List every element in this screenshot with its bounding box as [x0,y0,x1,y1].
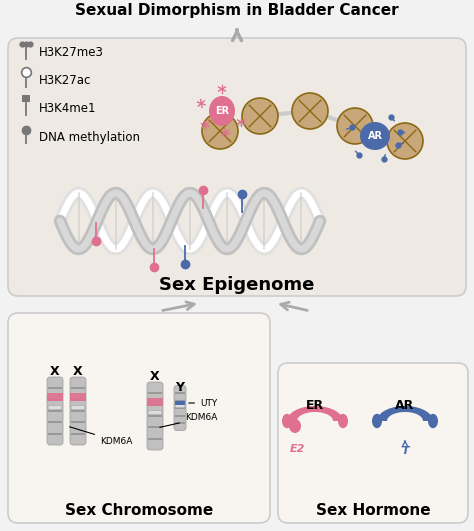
Bar [148,438,162,440]
Text: E2: E2 [289,444,305,454]
Polygon shape [377,406,433,421]
Text: Sex Epigenome: Sex Epigenome [159,276,315,294]
Polygon shape [287,406,343,421]
Text: Sex Hormone: Sex Hormone [316,503,430,518]
Bar [148,404,162,406]
FancyBboxPatch shape [174,386,186,431]
Bar [175,392,185,394]
Bar [71,410,85,412]
Ellipse shape [209,96,235,126]
Bar [175,399,185,401]
Bar [71,433,85,435]
Ellipse shape [372,414,382,428]
Text: T: T [401,446,409,456]
Bar [48,421,62,423]
Bar [148,392,162,395]
Bar [48,410,62,412]
FancyBboxPatch shape [278,363,468,523]
Bar [48,387,62,389]
FancyBboxPatch shape [8,313,270,523]
FancyBboxPatch shape [8,38,466,296]
Bar [148,415,162,417]
Text: X: X [50,365,60,378]
Bar [48,433,62,435]
Bar [147,398,163,406]
Text: Sex Chromosome: Sex Chromosome [65,503,213,518]
Text: H3K27ac: H3K27ac [39,74,91,88]
Circle shape [292,93,328,129]
Bar [71,399,85,401]
Text: DNA methylation: DNA methylation [39,131,140,143]
Bar [175,415,185,416]
Text: H3K4me1: H3K4me1 [39,102,97,116]
FancyBboxPatch shape [148,410,162,415]
Bar [175,422,185,424]
Text: KDM6A: KDM6A [160,414,218,427]
Text: KDM6A: KDM6A [70,427,132,446]
FancyBboxPatch shape [175,404,185,408]
Circle shape [337,108,373,144]
Text: X: X [73,365,83,378]
FancyBboxPatch shape [48,406,62,409]
Ellipse shape [428,414,438,428]
FancyBboxPatch shape [147,382,163,450]
Circle shape [242,98,278,134]
Text: UTY: UTY [189,398,217,407]
Text: Y: Y [175,381,184,394]
Ellipse shape [289,419,301,433]
Bar [71,421,85,423]
Ellipse shape [282,414,292,428]
Text: AR: AR [395,399,415,412]
Bar [70,393,86,401]
Text: H3K27me3: H3K27me3 [39,47,104,59]
Circle shape [387,123,423,159]
Text: ER: ER [215,106,229,116]
Ellipse shape [338,414,348,428]
Bar [71,387,85,389]
Bar [47,393,63,401]
FancyBboxPatch shape [47,377,63,445]
Bar [175,407,185,409]
Circle shape [202,113,238,149]
Ellipse shape [398,416,412,426]
Bar [148,426,162,429]
Text: Sexual Dimorphism in Bladder Cancer: Sexual Dimorphism in Bladder Cancer [75,4,399,19]
Bar [175,401,185,405]
Ellipse shape [360,122,390,150]
Text: ER: ER [306,399,324,412]
Bar [22,95,30,102]
FancyBboxPatch shape [71,406,85,409]
Text: X: X [150,370,160,383]
FancyBboxPatch shape [70,377,86,445]
Bar [48,399,62,401]
Text: AR: AR [367,131,383,141]
